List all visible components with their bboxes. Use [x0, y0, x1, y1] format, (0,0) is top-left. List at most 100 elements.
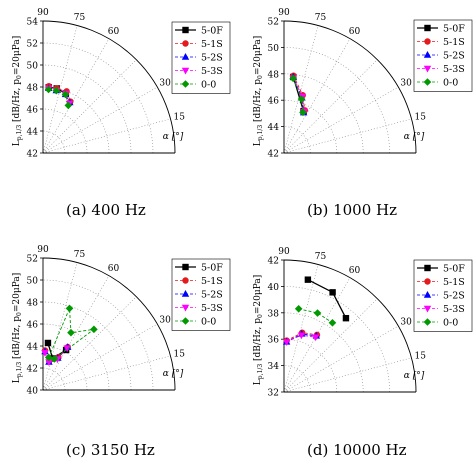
r-tick-label: 42	[268, 257, 279, 267]
r-tick-label: 44	[27, 128, 39, 138]
angle-tick-label: 30	[159, 79, 171, 89]
data-point-0-0	[299, 108, 307, 117]
data-point-5-3S	[45, 359, 53, 367]
legend-marker-5-0F	[424, 24, 431, 32]
r-tick-label: 40	[27, 387, 39, 397]
r-axis-label: Lp,1/3 [dB/Hz, p0=20μPa]	[12, 273, 23, 383]
legend-label-5-3S: 5-3S	[201, 66, 223, 77]
legend-marker-5-2S	[181, 53, 190, 60]
r-tick-label: 48	[268, 70, 280, 80]
angle-gridline	[42, 355, 171, 391]
legend-marker-0-0	[423, 78, 432, 86]
r-tick-label: 50	[27, 277, 39, 287]
r-tick-label: 42	[268, 150, 279, 160]
angle-gridline	[42, 38, 110, 154]
angle-gridline	[42, 275, 110, 391]
r-tick-label: 32	[268, 389, 279, 399]
outer-arc	[283, 20, 417, 154]
angle-tick-label: 75	[315, 13, 327, 23]
data-point-0-0	[328, 318, 337, 327]
data-point-0-0	[67, 328, 75, 337]
data-point-0-0	[90, 325, 98, 334]
angle-gridline	[283, 86, 399, 154]
angle-gridline	[283, 25, 319, 154]
radial-gridline	[283, 365, 311, 393]
legend-marker-5-1S	[182, 40, 189, 47]
angle-tick-label: 90	[37, 245, 49, 255]
angle-tick-label: 75	[74, 13, 86, 23]
angle-gridline	[42, 86, 158, 154]
legend-marker-5-3S	[181, 67, 190, 75]
angle-gridline	[283, 59, 378, 154]
legend-marker-0-0	[181, 80, 190, 88]
legend-label-0-0: 0-0	[443, 78, 458, 89]
angle-tick-label: 90	[278, 247, 290, 257]
radial-gridline	[42, 323, 110, 391]
angle-gridline	[283, 38, 351, 154]
radial-gridline	[283, 126, 311, 154]
outer-arc	[42, 20, 176, 154]
r-tick-label: 54	[27, 18, 39, 28]
data-point-5-0F	[44, 339, 52, 347]
angle-axis-label: α [°]	[404, 371, 425, 381]
r-axis-label: Lp,1/3 [dB/Hz, p0=20μPa]	[12, 36, 23, 146]
legend-label-5-3S: 5-3S	[201, 303, 223, 314]
r-tick-label: 42	[27, 365, 38, 375]
data-point-5-3S	[41, 349, 49, 357]
legend-label-5-2S: 5-2S	[201, 290, 223, 301]
legend-box	[413, 259, 473, 332]
radial-gridline	[42, 86, 110, 154]
legend-marker-5-3S	[181, 304, 190, 312]
r-tick-label: 44	[27, 343, 39, 353]
radial-gridline	[283, 338, 338, 393]
r-tick-label: 34	[268, 362, 280, 372]
legend-label-5-0F: 5-0F	[201, 263, 223, 274]
data-point-0-0	[44, 85, 53, 94]
legend-label-5-0F: 5-0F	[201, 26, 223, 37]
legend-label-5-2S: 5-2S	[443, 51, 465, 62]
r-axis-label: Lp,1/3 [dB/Hz, p0=20μPa]	[253, 36, 264, 146]
legend-label-5-0F: 5-0F	[443, 264, 465, 275]
angle-axis-label: α [°]	[404, 132, 425, 142]
radial-gridline	[42, 130, 66, 154]
legend-box	[413, 19, 473, 92]
angle-tick-label: 75	[315, 252, 327, 262]
data-point-5-0F	[329, 289, 336, 296]
data-point-5-3S	[63, 345, 71, 353]
angle-tick-label: 60	[349, 266, 361, 276]
r-tick-label: 46	[268, 97, 280, 107]
r-tick-label: 46	[27, 321, 39, 331]
legend-label-5-2S: 5-2S	[201, 53, 223, 64]
outer-arc	[42, 257, 176, 391]
r-tick-label: 48	[27, 299, 39, 309]
radial-gridline	[42, 64, 132, 154]
r-tick-label: 38	[268, 309, 280, 319]
legend-marker-5-1S	[424, 38, 431, 45]
angle-tick-label: 30	[159, 316, 171, 326]
series-line-0-0	[48, 88, 69, 106]
legend-marker-5-1S	[182, 277, 189, 284]
legend-label-0-0: 0-0	[201, 80, 216, 91]
legend-label-5-1S: 5-1S	[201, 276, 223, 287]
series-line-5-0F	[292, 76, 305, 112]
radial-gridline	[283, 73, 364, 154]
r-tick-label: 50	[27, 62, 39, 72]
legend: 5-0F 5-1S 5-2S 5-3S 0-0	[413, 259, 473, 332]
data-point-0-0	[65, 304, 74, 313]
caption-a: (a) 400 Hz	[66, 201, 146, 219]
angle-axis-label: α [°]	[163, 132, 184, 142]
radial-gridline	[283, 99, 338, 154]
angle-tick-label: 75	[74, 250, 86, 260]
angle-tick-label: 60	[108, 264, 120, 274]
r-tick-label: 46	[27, 106, 39, 116]
legend-marker-5-2S	[181, 290, 190, 297]
legend-label-5-2S: 5-2S	[443, 291, 465, 302]
data-point-5-3S	[282, 339, 291, 346]
angle-gridline	[283, 298, 378, 393]
data-point-5-3S	[297, 332, 306, 340]
angle-gridline	[42, 118, 171, 154]
